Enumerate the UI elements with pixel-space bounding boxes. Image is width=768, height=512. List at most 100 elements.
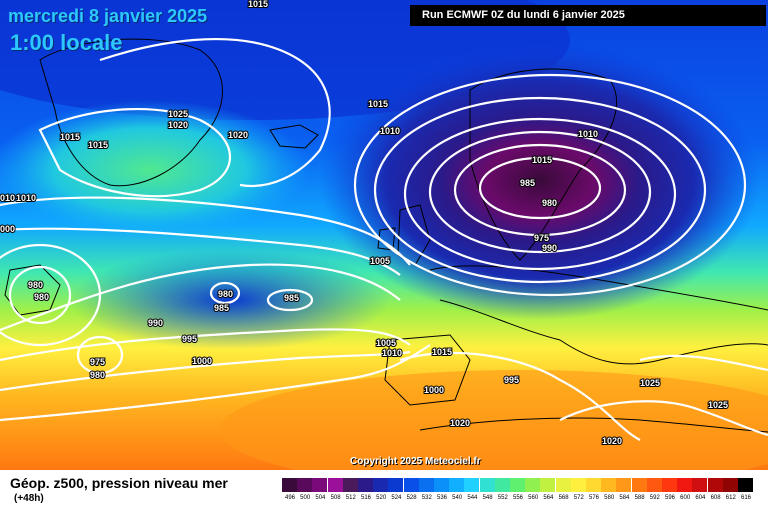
isobar-label: 1020 — [450, 418, 470, 428]
isobar-label: 1015 — [532, 155, 552, 165]
weather-map: 1015 1015 1025 1020 1015 1015 1020 1010 … — [0, 0, 768, 470]
isobars — [0, 38, 768, 441]
scale-value-label: 600 — [680, 495, 691, 501]
scale-swatch — [570, 478, 587, 492]
lead-time-label: (+48h) — [14, 493, 44, 504]
isobar-label: 1020 — [602, 436, 622, 446]
scale-swatch — [358, 478, 374, 492]
scale-swatch — [510, 478, 526, 492]
scale-swatch — [449, 478, 466, 492]
scale-swatch — [601, 478, 618, 492]
scale-swatch — [707, 478, 724, 492]
scale-swatch — [282, 478, 298, 492]
scale-swatch — [616, 478, 633, 492]
scale-value-label: 540 — [452, 495, 463, 501]
scale-swatch — [586, 478, 602, 492]
isobar-label: 1010 — [578, 129, 598, 139]
scale-value-label: 504 — [315, 495, 326, 501]
legend-bar: Géop. z500, pression niveau mer (+48h) 4… — [0, 470, 768, 512]
isobar-label: 995 — [182, 334, 197, 344]
scale-value-label: 564 — [543, 495, 554, 501]
forecast-date: mercredi 8 janvier 2025 — [8, 6, 208, 26]
scale-value-label: 588 — [634, 495, 645, 501]
field-main-low — [320, 40, 760, 320]
isobar-label-layer: 1015 1015 1025 1020 1015 1015 1020 1010 … — [0, 0, 729, 447]
isobar-label: 1020 — [228, 130, 248, 140]
scale-swatch — [434, 478, 450, 492]
isobar-label: 1015 — [60, 132, 80, 142]
scale-swatch — [373, 478, 390, 492]
scale-value-label: 616 — [740, 495, 751, 501]
scale-value-label: 608 — [710, 495, 721, 501]
scale-value-label: 520 — [376, 495, 387, 501]
scale-value-label: 512 — [345, 495, 356, 501]
isobar-label: 1005 — [370, 256, 390, 266]
scale-value-label: 556 — [512, 495, 523, 501]
isobar-label: 980 — [28, 280, 43, 290]
isobar-label: 1015 — [88, 140, 108, 150]
scale-swatch — [631, 478, 648, 492]
field-greenland-ridge — [0, 100, 310, 240]
isobar-label: 990 — [542, 243, 557, 253]
scale-swatch — [464, 478, 481, 492]
greenland-coast — [39, 38, 223, 187]
map-canvas: 1015 1015 1025 1020 1015 1015 1020 1010 … — [0, 0, 768, 470]
scale-value-label: 508 — [330, 495, 341, 501]
scale-swatch — [692, 478, 709, 492]
isobar-label: 995 — [504, 375, 519, 385]
scale-swatch — [494, 478, 511, 492]
isobar-label: 1025 — [168, 109, 188, 119]
scale-swatch — [525, 478, 542, 492]
scale-value-label: 580 — [604, 495, 615, 501]
scale-value-label: 560 — [528, 495, 539, 501]
isobar-label: 1005 — [376, 338, 396, 348]
copyright-notice: Copyright 2025 Meteociel.fr — [350, 456, 481, 467]
scale-swatch — [418, 478, 435, 492]
iceland-coast — [269, 124, 319, 149]
isobar-label: 1010 — [16, 193, 36, 203]
scale-value-label: 524 — [391, 495, 402, 501]
scale-swatch — [403, 478, 420, 492]
scale-value-label: 516 — [360, 495, 371, 501]
scale-swatch — [677, 478, 694, 492]
isobar-label: 1010 — [380, 126, 400, 136]
scale-swatch — [297, 478, 314, 492]
scale-swatch — [738, 478, 754, 492]
scale-swatch — [312, 478, 329, 492]
scale-swatch — [540, 478, 557, 492]
isobar-label: 985 — [520, 178, 535, 188]
newfoundland-coast — [4, 264, 61, 316]
africa-coast — [419, 417, 768, 433]
scale-value-label: 496 — [284, 495, 295, 501]
field-sw-warm — [220, 370, 768, 470]
isobar-label: 975 — [534, 233, 549, 243]
scale-swatch — [479, 478, 496, 492]
isobar-label: 1000 — [424, 385, 444, 395]
forecast-time: 1:00 locale — [10, 30, 123, 55]
scale-value-label: 500 — [300, 495, 311, 501]
scale-value-label: 552 — [497, 495, 508, 501]
scale-swatch — [646, 478, 663, 492]
scale-value-label: 532 — [421, 495, 432, 501]
isobar-label: 1000 — [192, 356, 212, 366]
isobar-label: 1025 — [640, 378, 660, 388]
europe-coast — [429, 265, 768, 365]
scale-value-label: 604 — [695, 495, 706, 501]
scale-swatch — [388, 478, 405, 492]
scale-swatch — [327, 478, 344, 492]
scale-swatch — [662, 478, 678, 492]
isobar-label: 1015 — [432, 347, 452, 357]
isobar-label: 985 — [214, 303, 229, 313]
isobar-label: 1010 — [382, 348, 402, 358]
isobar-label: 990 — [148, 318, 163, 328]
field-west-trough — [70, 250, 390, 350]
scale-value-label: 592 — [649, 495, 660, 501]
scandinavia-coast — [469, 68, 617, 261]
isobar-label: 980 — [218, 289, 233, 299]
scale-swatch — [722, 478, 739, 492]
iberia-coast — [384, 334, 471, 406]
scale-value-label: 528 — [406, 495, 417, 501]
isobar-label: 000 — [0, 224, 15, 234]
isobar-label: 1015 — [368, 99, 388, 109]
model-run-banner: Run ECMWF 0Z du lundi 6 janvier 2025 — [410, 5, 766, 26]
